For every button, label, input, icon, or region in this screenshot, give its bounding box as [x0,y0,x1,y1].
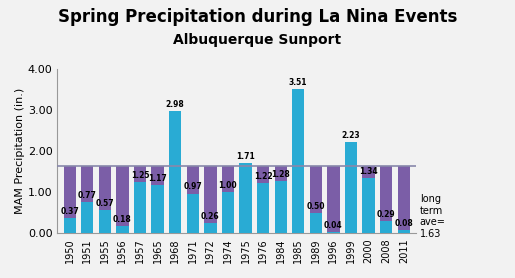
Bar [363,167,375,234]
Bar [363,178,375,234]
Text: 0.77: 0.77 [78,191,97,200]
Bar [398,230,410,234]
Bar [186,167,199,234]
Text: 2.98: 2.98 [166,100,184,109]
Bar [398,167,410,234]
Bar [63,167,76,234]
Text: 1.22: 1.22 [254,172,272,181]
Bar [345,167,357,234]
Bar [292,167,304,234]
Bar [380,222,392,234]
Bar [292,89,304,234]
Bar [239,167,252,234]
Bar [116,167,129,234]
Text: 0.50: 0.50 [306,202,325,211]
Bar [186,193,199,234]
Bar [204,223,216,234]
Text: 1.71: 1.71 [236,152,255,161]
Text: 1.25: 1.25 [131,171,149,180]
Bar [257,167,269,234]
Text: 1.00: 1.00 [219,181,237,190]
Bar [327,232,339,234]
Text: 0.97: 0.97 [183,182,202,192]
Text: 0.29: 0.29 [377,210,396,219]
Bar [99,167,111,234]
Bar [81,167,93,234]
Text: 0.08: 0.08 [394,219,413,228]
Text: 0.57: 0.57 [96,199,114,208]
Text: 0.37: 0.37 [60,207,79,216]
Bar [63,218,76,234]
Bar [327,167,339,234]
Text: 1.17: 1.17 [148,174,167,183]
Bar [204,167,216,234]
Text: 0.26: 0.26 [201,212,220,221]
Text: 3.51: 3.51 [289,78,307,87]
Bar [134,167,146,234]
Text: 0.18: 0.18 [113,215,132,224]
Bar [222,192,234,234]
Bar [81,202,93,234]
Text: Albuquerque Sunport: Albuquerque Sunport [174,33,341,47]
Bar [257,183,269,234]
Text: 1.34: 1.34 [359,167,378,176]
Bar [274,167,287,234]
Text: 0.04: 0.04 [324,221,343,230]
Bar [169,111,181,234]
Bar [310,167,322,234]
Y-axis label: MAM Precipitation (in.): MAM Precipitation (in.) [15,88,25,214]
Bar [222,167,234,234]
Bar [116,226,129,234]
Bar [345,142,357,234]
Bar [239,163,252,234]
Bar [169,167,181,234]
Text: 2.23: 2.23 [341,131,360,140]
Bar [380,167,392,234]
Bar [151,185,164,234]
Bar [134,182,146,234]
Bar [151,167,164,234]
Text: 1.28: 1.28 [271,170,290,179]
Text: long
term
ave=
1.63: long term ave= 1.63 [420,194,445,239]
Bar [310,213,322,234]
Text: Spring Precipitation during La Nina Events: Spring Precipitation during La Nina Even… [58,8,457,26]
Bar [274,181,287,234]
Bar [99,210,111,234]
